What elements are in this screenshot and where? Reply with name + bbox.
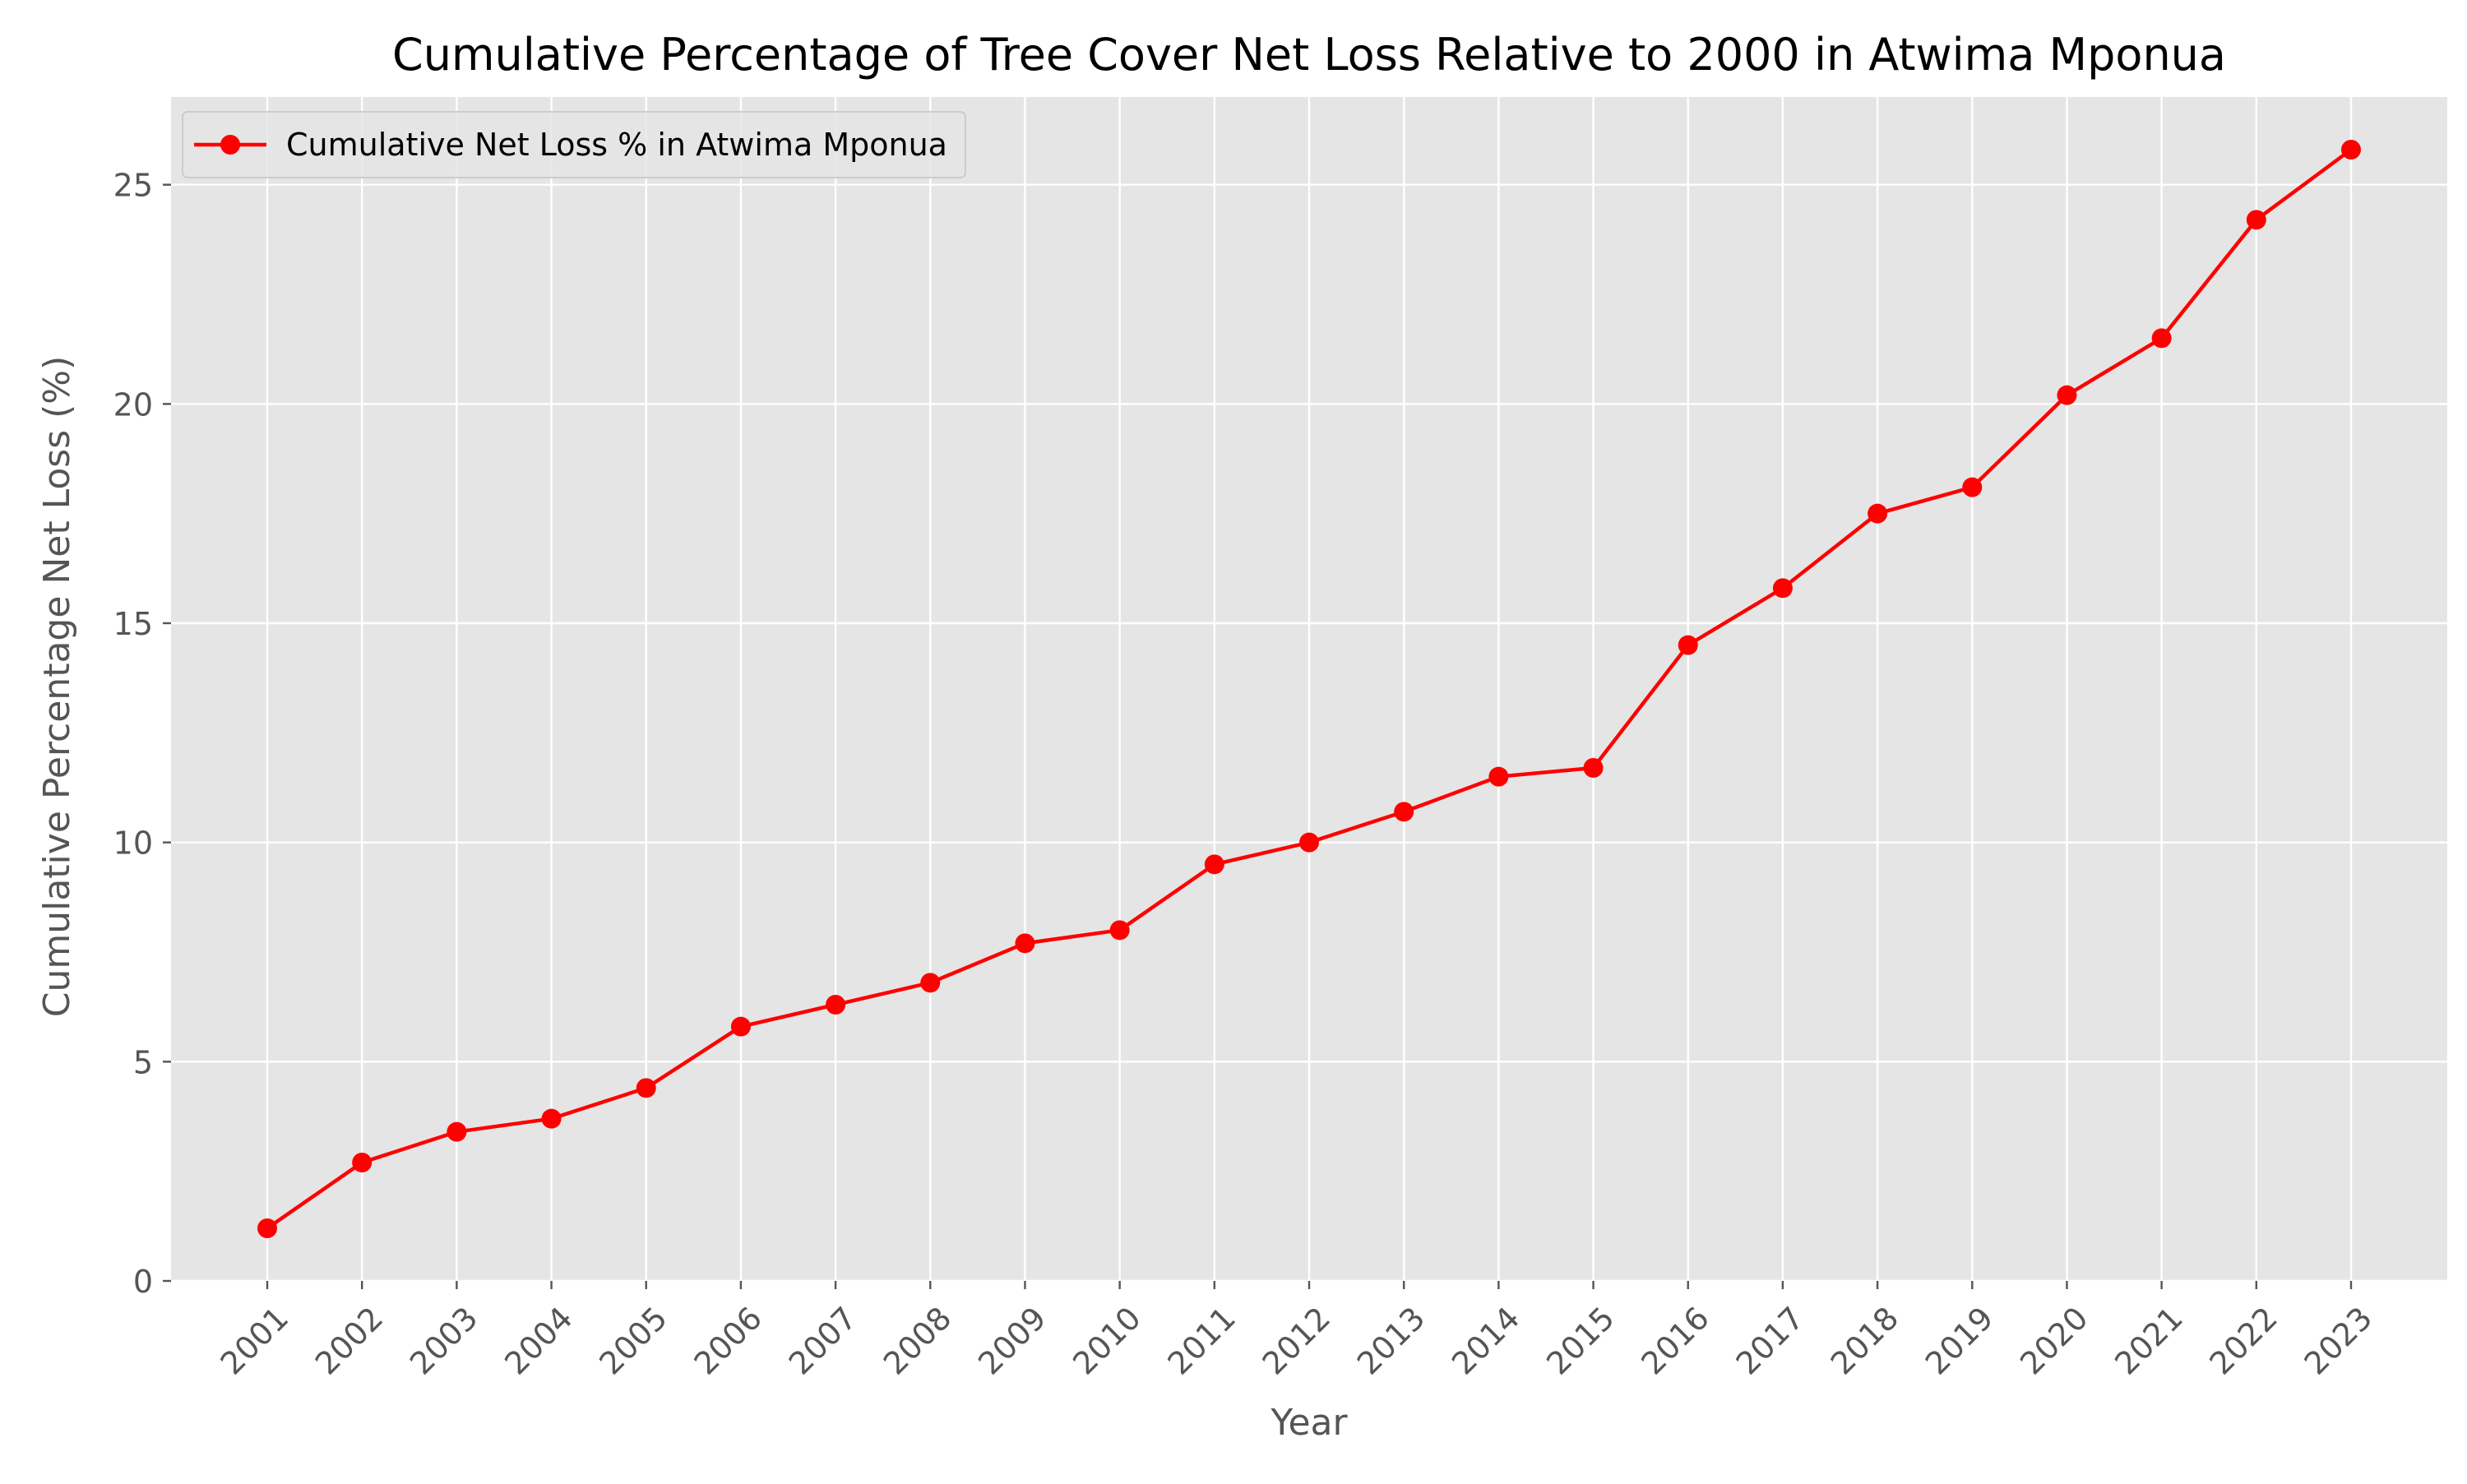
data-point xyxy=(2341,140,2361,159)
y-tick-label: 20 xyxy=(113,386,153,423)
data-point xyxy=(1962,477,1983,497)
y-tick-label: 5 xyxy=(133,1044,153,1080)
y-tick-label: 15 xyxy=(113,606,153,642)
legend-label: Cumulative Net Loss % in Atwima Mponua xyxy=(286,127,947,163)
y-tick-label: 25 xyxy=(113,168,153,204)
series-group xyxy=(257,140,2361,1238)
data-point xyxy=(1583,758,1604,778)
data-point xyxy=(2246,210,2266,230)
y-axis-label: Cumulative Percentage Net Loss (%) xyxy=(36,356,78,1017)
data-point xyxy=(2151,328,2172,349)
data-point xyxy=(636,1078,656,1098)
series-layer xyxy=(257,140,2361,1238)
data-point xyxy=(1015,933,1035,954)
chart-title: Cumulative Percentage of Tree Cover Net … xyxy=(392,29,2226,81)
legend-marker xyxy=(220,135,240,155)
data-point xyxy=(920,973,941,993)
data-point xyxy=(1772,578,1793,599)
data-point xyxy=(1204,854,1224,875)
legend-box xyxy=(182,111,966,178)
data-point xyxy=(447,1121,467,1142)
data-point xyxy=(352,1153,373,1172)
data-point xyxy=(2057,385,2077,405)
y-tick-label: 0 xyxy=(133,1264,153,1300)
data-point xyxy=(826,995,846,1015)
data-point xyxy=(541,1108,562,1129)
data-point xyxy=(730,1016,751,1037)
y-tick-label: 10 xyxy=(113,825,153,862)
data-point xyxy=(1109,920,1130,941)
data-point xyxy=(1678,635,1698,655)
data-point xyxy=(257,1218,277,1238)
legend: Cumulative Net Loss % in Atwima Mponua xyxy=(182,111,966,178)
data-point xyxy=(1299,832,1319,853)
data-point xyxy=(1488,766,1509,787)
data-point xyxy=(1868,503,1888,524)
x-axis-label: Year xyxy=(1270,1402,1348,1444)
grid xyxy=(171,97,2447,1283)
data-point xyxy=(1394,802,1414,822)
